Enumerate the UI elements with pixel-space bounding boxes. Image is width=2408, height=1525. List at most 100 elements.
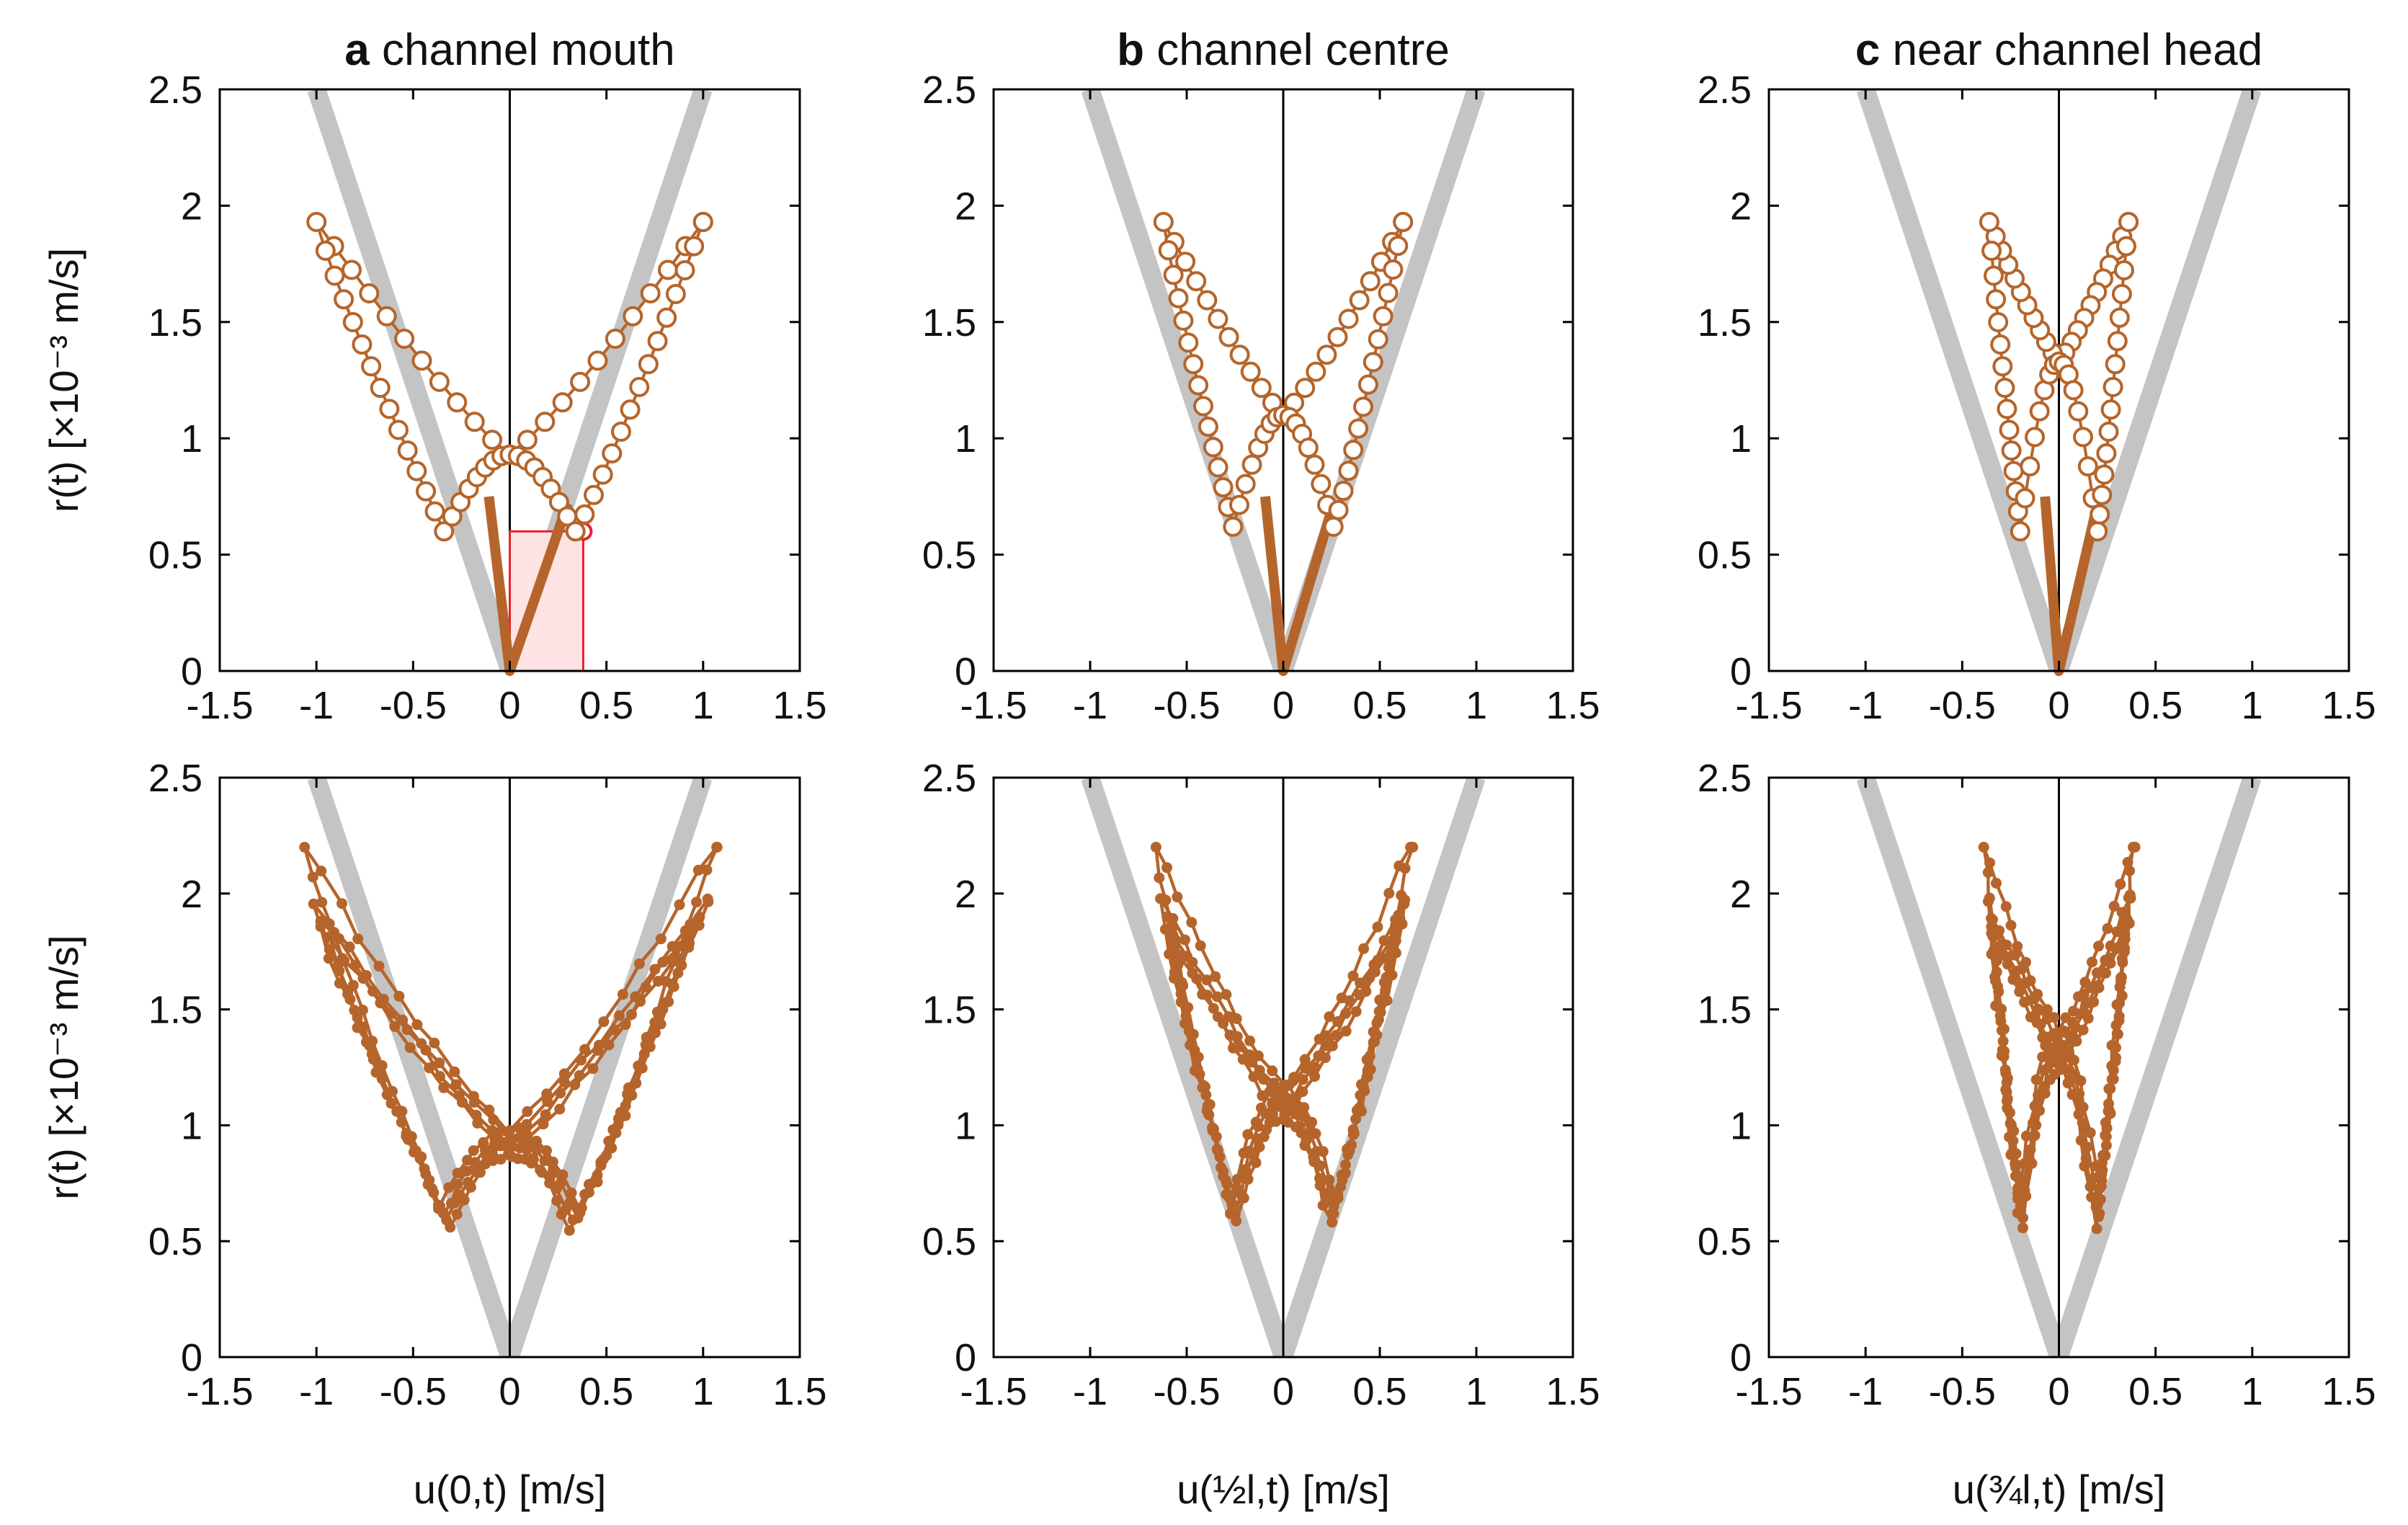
data-point (703, 896, 714, 907)
x-tick-label: -0.5 (380, 1370, 447, 1413)
x-tick-label: -0.5 (1929, 684, 1996, 727)
data-point (406, 461, 427, 481)
data-point (2042, 1041, 2054, 1053)
data-point (1372, 921, 1383, 933)
data-point (563, 1224, 575, 1236)
data-point (522, 1106, 533, 1117)
data-point (1189, 1065, 1200, 1076)
x-tick-label: 0 (2048, 684, 2069, 727)
data-point (1368, 329, 1388, 350)
data-point (1354, 989, 1365, 1000)
data-point (2102, 922, 2113, 934)
data-point (315, 240, 336, 261)
data-point (566, 1187, 577, 1199)
data-point (1198, 417, 1218, 437)
y-tick-label: 1 (1730, 417, 1752, 461)
data-point (541, 1088, 553, 1100)
data-point (429, 371, 450, 392)
data-point (1390, 920, 1401, 931)
data-point (655, 1018, 666, 1030)
panel-a-bottom: -1.5 -1 -0.5 0 0.5 1 1.5 0 0.5 1 1.5 2 2.5 r(t) [×10⁻… (41, 757, 827, 1512)
data-point (1350, 1006, 1362, 1018)
data-point (2063, 380, 2084, 401)
data-point (1357, 374, 1378, 395)
data-point (2087, 956, 2097, 968)
data-point (640, 283, 661, 303)
y-tick-label: 2 (181, 873, 202, 916)
data-point (602, 443, 623, 464)
data-point (2032, 989, 2043, 1000)
y-tick-label: 2.5 (148, 757, 202, 800)
panel-c-top: -1.5 -1 -0.5 0 0.5 1 1.5 0 0.5 1 1.5 2 2.5 c near cha… (1698, 25, 2376, 727)
data-point (584, 484, 604, 505)
data-point (1231, 1173, 1243, 1185)
data-point (1261, 1124, 1272, 1135)
data-point (2108, 901, 2120, 912)
data-point (1983, 896, 1994, 907)
data-point (692, 212, 713, 232)
data-point (489, 1139, 500, 1151)
data-point (649, 964, 661, 975)
data-point (684, 236, 705, 257)
data-point (411, 350, 432, 371)
data-point (1298, 437, 1319, 458)
data-point (1991, 877, 2002, 889)
data-point (1154, 872, 1165, 884)
data-point (1193, 396, 1213, 417)
y-tick-label: 2 (1730, 873, 1752, 916)
data-point (2084, 1127, 2096, 1139)
data-point (1201, 974, 1213, 986)
data-point (2073, 427, 2093, 448)
data-point (2030, 1074, 2042, 1085)
data-point (1368, 959, 1380, 970)
y-tick-label: 0.5 (922, 1220, 976, 1263)
data-point (574, 504, 595, 525)
data-point (2128, 842, 2139, 853)
data-point (2068, 1054, 2079, 1066)
data-point (2119, 943, 2131, 954)
x-tick-label: 1.5 (1546, 1370, 1600, 1413)
data-point (558, 1077, 570, 1088)
data-point (2124, 865, 2136, 876)
data-point (653, 976, 664, 987)
data-point (1203, 437, 1223, 458)
data-point (1992, 356, 2013, 377)
data-point (1383, 888, 1395, 899)
data-point (1383, 259, 1404, 280)
data-point (2116, 907, 2128, 918)
data-point (454, 1189, 465, 1201)
data-point (389, 1021, 401, 1032)
data-point (1373, 306, 1393, 326)
data-point (1197, 290, 1218, 311)
data-point (2025, 427, 2045, 448)
data-point (1288, 1072, 1300, 1083)
data-point (344, 941, 355, 953)
data-point (1169, 972, 1180, 984)
data-point (592, 1176, 603, 1188)
x-tick-label: -1.5 (960, 684, 1027, 727)
data-point (614, 1010, 625, 1021)
data-point (1984, 265, 2004, 286)
data-point (517, 430, 538, 450)
data-point (1208, 308, 1228, 329)
data-point (1347, 970, 1359, 982)
data-point (2115, 879, 2126, 890)
data-point (324, 265, 345, 286)
y-tick-label: 1.5 (922, 301, 976, 344)
data-point (630, 991, 641, 1002)
data-point (416, 481, 436, 502)
data-point (1301, 1135, 1312, 1147)
data-point (617, 989, 628, 1000)
data-point (2087, 521, 2108, 542)
data-point (316, 866, 327, 877)
data-point (522, 1141, 533, 1152)
x-tick-label: -1.5 (186, 1370, 253, 1413)
data-point (1979, 212, 1999, 232)
y-tick-label: 0 (955, 1336, 976, 1379)
data-point (1306, 1116, 1318, 1128)
x-tick-label: -0.5 (380, 684, 447, 727)
data-point (352, 1022, 363, 1033)
data-point (1177, 979, 1189, 991)
data-point (1385, 948, 1396, 959)
x-tick-label: 0 (2048, 1370, 2069, 1413)
